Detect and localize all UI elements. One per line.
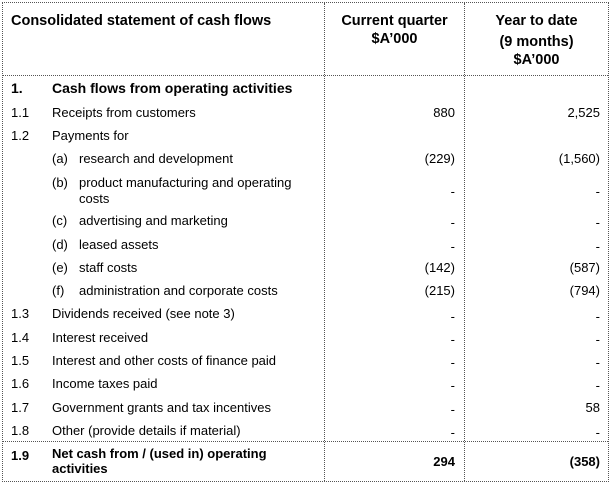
- year-to-date-value: 58: [585, 400, 600, 415]
- year-to-date-value: (587): [569, 260, 600, 275]
- current-quarter-value: -: [450, 239, 455, 254]
- year-to-date-value: -: [595, 378, 600, 393]
- row-label: product manufacturing and operating: [79, 175, 292, 190]
- current-quarter-header: Current quarter $A’000: [341, 13, 448, 47]
- row-label: Other (provide details if material): [52, 423, 241, 438]
- year-to-date-header: Year to date (9 months) $A’000: [495, 13, 578, 68]
- current-quarter-value: -: [450, 355, 455, 370]
- row-label: Interest received: [52, 330, 149, 345]
- year-to-date-value: (794): [569, 283, 600, 298]
- year-to-date-total: (358): [569, 454, 600, 469]
- section-title: Cash flows from operating activities: [52, 80, 293, 96]
- sub-letter: (b): [52, 175, 68, 190]
- row-label-continued: activities: [52, 461, 108, 476]
- current-quarter-value: (215): [424, 283, 455, 298]
- year-to-date-value: (1,560): [558, 151, 600, 166]
- statement-title: Consolidated statement of cash flows: [11, 13, 272, 29]
- current-quarter-value: (229): [424, 151, 455, 166]
- current-quarter-value: -: [450, 378, 455, 393]
- row-number: 1.8: [11, 423, 30, 438]
- total-divider: [3, 441, 608, 442]
- sub-letter: (e): [52, 260, 68, 275]
- sub-letter: (d): [52, 237, 68, 252]
- row-number: 1.6: [11, 376, 30, 391]
- current-quarter-value: 880: [433, 105, 455, 120]
- row-label: research and development: [79, 151, 233, 166]
- row-label: leased assets: [79, 237, 159, 252]
- year-to-date-value: -: [595, 239, 600, 254]
- current-quarter-value: -: [450, 332, 455, 347]
- current-quarter-value: -: [450, 309, 455, 324]
- current-quarter-value: -: [450, 184, 455, 199]
- row-number: 1.2: [11, 128, 30, 143]
- sub-letter: (a): [52, 151, 68, 166]
- row-number: 1.7: [11, 400, 30, 415]
- row-label: Income taxes paid: [52, 376, 158, 391]
- current-quarter-total: 294: [433, 454, 455, 469]
- row-label: advertising and marketing: [79, 213, 228, 228]
- current-quarter-value: -: [450, 425, 455, 440]
- row-label: Interest and other costs of finance paid: [52, 353, 277, 368]
- row-label: Payments for: [52, 128, 129, 143]
- section-number: 1.: [11, 80, 23, 96]
- sub-letter: (f): [52, 283, 65, 298]
- year-to-date-value: -: [595, 309, 600, 324]
- row-number: 1.9: [11, 448, 30, 463]
- sub-letter: (c): [52, 213, 68, 228]
- current-quarter-value: -: [450, 402, 455, 417]
- year-to-date-value: -: [595, 215, 600, 230]
- row-label: Dividends received (see note 3): [52, 306, 235, 321]
- row-label: administration and corporate costs: [79, 283, 278, 298]
- row-number: 1.4: [11, 330, 30, 345]
- current-quarter-value: (142): [424, 260, 455, 275]
- row-label: Government grants and tax incentives: [52, 400, 271, 415]
- row-number: 1.1: [11, 105, 30, 120]
- column-divider-1: [324, 3, 325, 481]
- cash-flow-table: Consolidated statement of cash flows Cur…: [2, 2, 609, 482]
- current-quarter-value: -: [450, 215, 455, 230]
- header-divider: [3, 75, 608, 76]
- row-label: Net cash from / (used in) operating: [52, 446, 267, 461]
- row-label-continued: costs: [79, 191, 110, 206]
- row-label: staff costs: [79, 260, 138, 275]
- column-divider-2: [464, 3, 465, 481]
- year-to-date-value: -: [595, 332, 600, 347]
- year-to-date-value: -: [595, 425, 600, 440]
- year-to-date-value: 2,525: [567, 105, 600, 120]
- year-to-date-value: -: [595, 184, 600, 199]
- row-number: 1.5: [11, 353, 30, 368]
- year-to-date-value: -: [595, 355, 600, 370]
- row-label: Receipts from customers: [52, 105, 196, 120]
- row-number: 1.3: [11, 306, 30, 321]
